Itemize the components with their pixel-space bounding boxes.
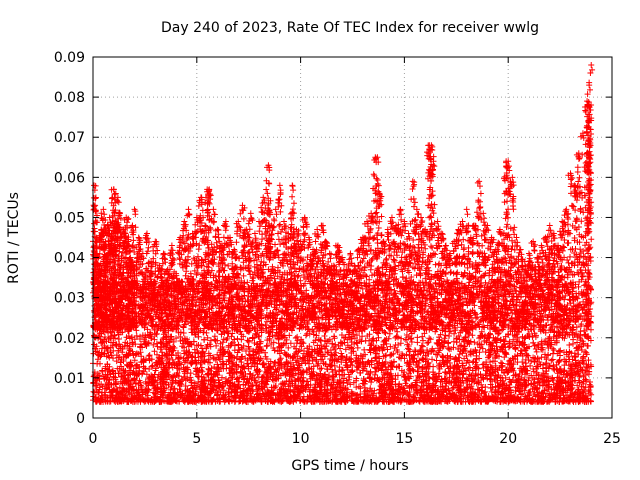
data-point <box>324 349 331 356</box>
data-point <box>145 339 152 346</box>
data-point <box>504 360 511 367</box>
data-point <box>291 377 298 384</box>
data-point <box>195 379 202 386</box>
data-point <box>562 292 569 299</box>
data-points <box>90 62 596 405</box>
data-point <box>242 348 249 355</box>
data-point <box>383 352 390 359</box>
data-point <box>272 359 279 366</box>
data-point <box>187 320 194 327</box>
data-point <box>408 338 415 345</box>
data-point <box>240 381 247 388</box>
data-point <box>354 344 361 351</box>
data-point <box>151 348 158 355</box>
data-point <box>346 344 353 351</box>
data-point <box>144 326 151 333</box>
